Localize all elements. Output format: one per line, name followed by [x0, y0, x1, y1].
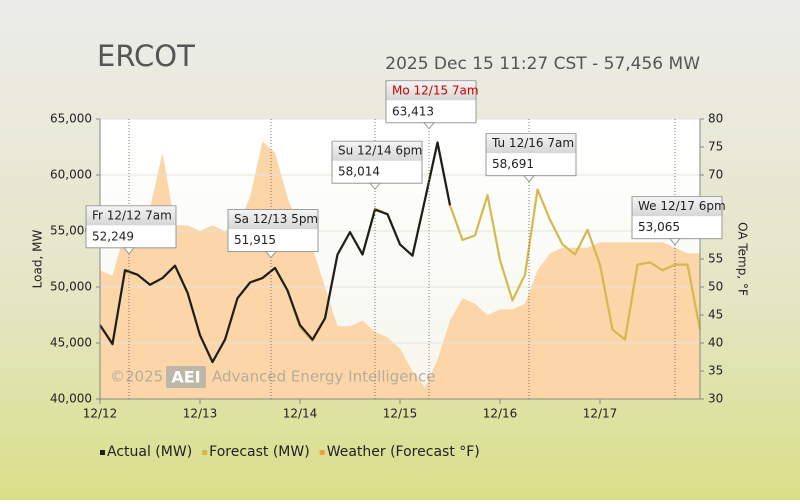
- watermark-copyright: ©2025: [110, 368, 163, 386]
- annotation-header: [228, 210, 318, 230]
- watermark-name: Advanced Energy Intelligence: [212, 368, 435, 386]
- series-line: [99, 141, 452, 364]
- annotation-header: [632, 197, 722, 217]
- y-tick-label: 55,000: [50, 224, 92, 238]
- y-tick-label: 40,000: [50, 392, 92, 406]
- y-tick-label: 65,000: [50, 112, 92, 126]
- annotation-value: 53,065: [638, 220, 680, 234]
- legend: Actual (MW) Forecast (MW) Weather (Forecas…: [100, 444, 480, 460]
- annotation-label: Sa 12/13 5pm: [234, 212, 318, 226]
- legend-marker: [319, 450, 325, 455]
- y2-tick-label: 50: [708, 280, 723, 294]
- line-layer: [99, 141, 702, 364]
- x-tick-label: 12/13: [183, 407, 218, 421]
- annotation-value: 63,413: [392, 104, 434, 118]
- annotation-label: Mo 12/15 7am: [392, 83, 479, 97]
- annotation-pointer: [422, 122, 436, 130]
- annotation-header: [86, 206, 176, 226]
- watermark-logo: AEI: [171, 368, 200, 387]
- axes-layer: 40,000 45,000 50,000 55,000 60,000 65,000 30 35…: [50, 112, 723, 421]
- annotation-value: 51,915: [234, 233, 276, 247]
- watermark-logo-box: [166, 366, 206, 388]
- annotation-header: [386, 81, 476, 101]
- annotation-value: 58,691: [492, 157, 534, 171]
- annotation-value: 58,014: [338, 165, 380, 179]
- y2-axis-label: OA Temp, °F: [736, 222, 750, 296]
- y2-tick-label: 55: [708, 252, 723, 266]
- annotation-label: Fr 12/12 7am: [92, 208, 172, 222]
- annotation-header: [332, 141, 422, 161]
- annotation-label: We 12/17 6pm: [638, 199, 726, 213]
- legend-label: Actual (MW): [107, 444, 192, 460]
- x-tick-label: 12/17: [583, 407, 618, 421]
- annotation-layer: Fr 12/12 7am 52,249 Sa 12/13 5pm 51,915 Su 1…: [85, 80, 726, 399]
- chart-title: ERCOT: [97, 39, 195, 73]
- annotation-label: Su 12/14 6pm: [338, 144, 422, 158]
- annotation-pointer: [122, 247, 136, 255]
- y2-tick-label: 45: [708, 308, 723, 322]
- legend-marker: [202, 450, 208, 455]
- y2-tick-label: 35: [708, 364, 723, 378]
- y2-tick-label: 70: [708, 168, 723, 182]
- annotation-value: 52,249: [92, 229, 134, 243]
- annotation-pointer: [522, 175, 536, 183]
- y2-tick-label: 30: [708, 392, 723, 406]
- y2-tick-label: 80: [708, 112, 723, 126]
- x-tick-label: 12/12: [83, 407, 118, 421]
- x-tick-label: 12/14: [283, 407, 318, 421]
- y-tick-label: 60,000: [50, 168, 92, 182]
- annotation-pointer: [264, 251, 278, 259]
- chart-subtitle: 2025 Dec 15 11:27 CST - 57,456 MW: [385, 54, 700, 74]
- area-layer: [100, 141, 700, 399]
- legend-marker: [100, 450, 105, 455]
- y-axis-label: Load, MW: [31, 230, 45, 289]
- weather-area: [100, 141, 700, 399]
- watermark: ©2025 AEI Advanced Energy Intelligence: [110, 366, 435, 388]
- x-tick-label: 12/15: [383, 407, 418, 421]
- x-tick-label: 12/16: [483, 407, 518, 421]
- y2-tick-label: 40: [708, 336, 723, 350]
- legend-label: Forecast (MW): [209, 444, 310, 460]
- annotation-pointer: [368, 182, 382, 191]
- annotation-header: [486, 134, 576, 154]
- y-tick-label: 45,000: [50, 336, 92, 350]
- legend-label: Weather (Forecast °F): [327, 444, 480, 460]
- annotation-label: Tu 12/16 7am: [491, 136, 574, 150]
- y-tick-label: 50,000: [50, 280, 92, 294]
- y2-tick-label: 75: [708, 140, 723, 154]
- annotation-pointer: [668, 238, 682, 246]
